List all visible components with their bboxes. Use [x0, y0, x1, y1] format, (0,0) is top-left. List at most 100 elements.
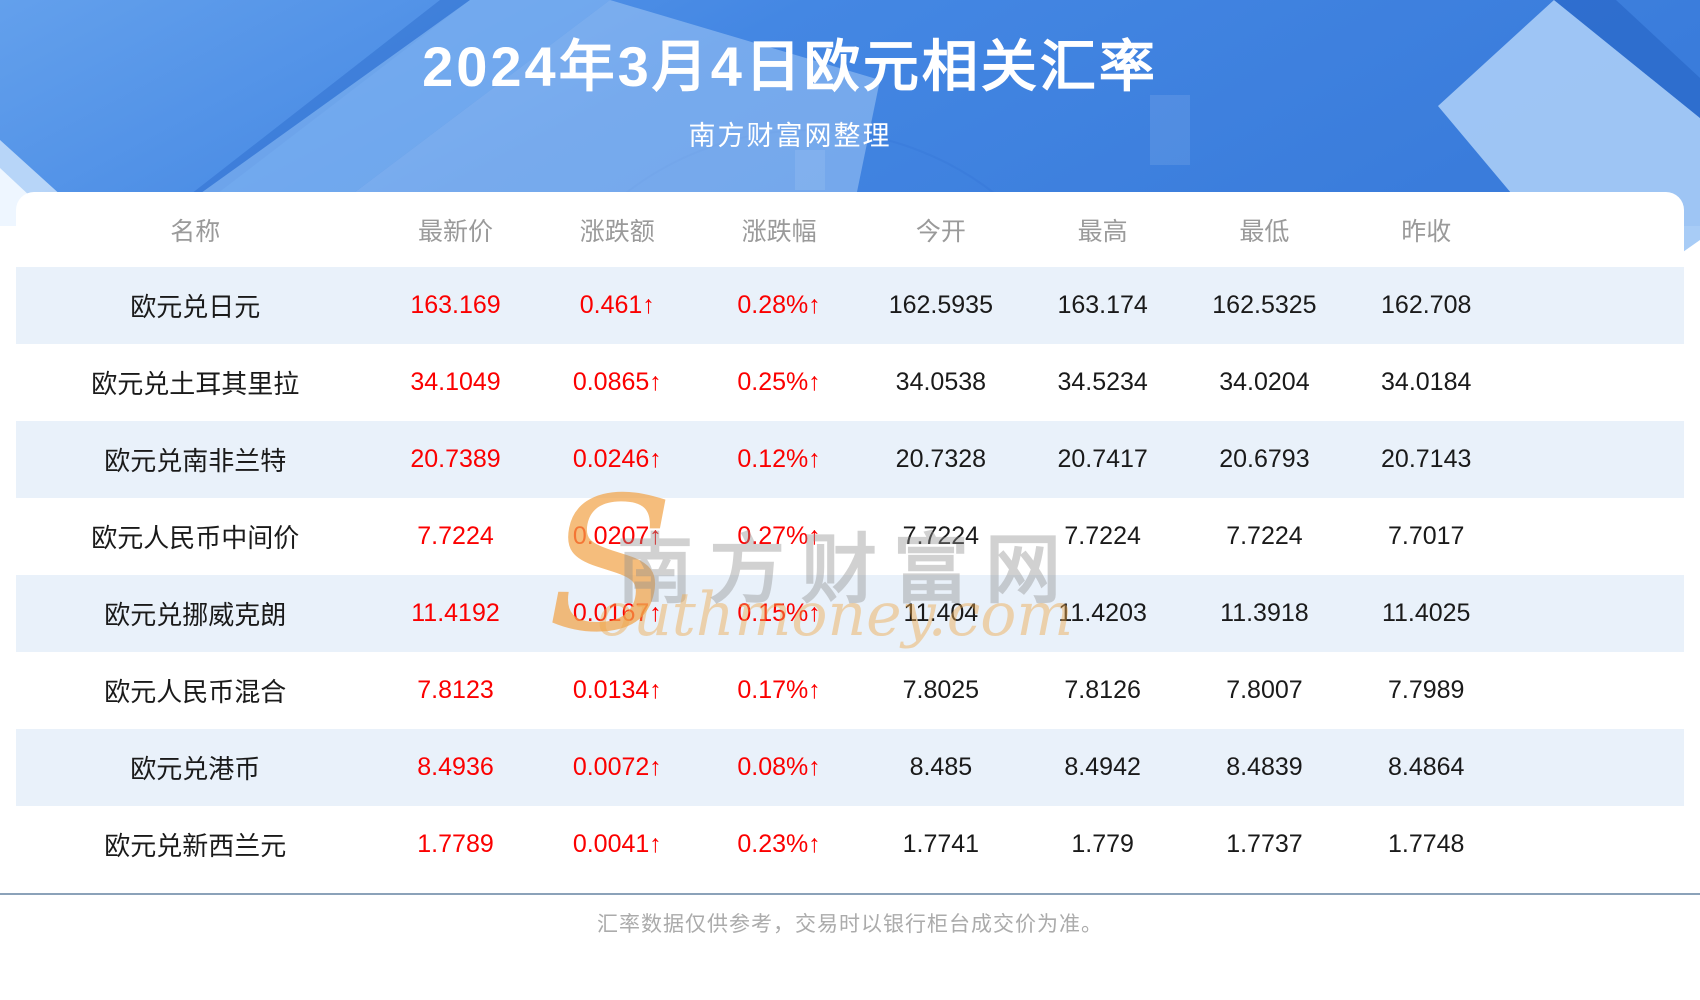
cell-open: 20.7328: [895, 445, 987, 473]
row-spacer: [1507, 652, 1684, 729]
cell-name: 欧元人民币混合: [104, 677, 287, 707]
cell-low: 11.3918: [1220, 599, 1309, 627]
rates-card: 名称 最新价 涨跌额 涨跌幅 今开 最高 最低 昨收 欧元兑日元 163.169 0…: [16, 192, 1684, 883]
col-header-last: 最新价: [418, 217, 494, 246]
cell-name: 欧元兑日元: [130, 292, 261, 322]
cell-high: 8.4942: [1064, 753, 1141, 781]
cell-prev_close: 162.708: [1381, 291, 1472, 319]
table-row: 欧元人民币中间价 7.7224 0.0207↑ 0.27%↑ 7.7224 7.7224 7…: [16, 498, 1684, 575]
cell-high: 11.4203: [1058, 599, 1147, 627]
table-row: 欧元兑新西兰元 1.7789 0.0041↑ 0.23%↑ 1.7741 1.779 1.7…: [16, 806, 1684, 883]
cell-last: 7.8123: [417, 676, 494, 704]
row-spacer: [1507, 267, 1684, 344]
cell-change: 0.461↑: [579, 291, 655, 319]
cell-last: 1.7789: [417, 830, 494, 858]
cell-last: 8.4936: [417, 753, 494, 781]
row-spacer: [1507, 421, 1684, 498]
cell-high: 7.8126: [1064, 676, 1141, 704]
cell-last: 34.1049: [410, 368, 501, 396]
cell-last: 7.7224: [417, 522, 494, 550]
cell-name: 欧元兑挪威克朗: [104, 600, 287, 630]
col-header-high: 最高: [1077, 217, 1128, 246]
cell-open: 11.404: [903, 599, 979, 627]
cell-change_pct: 0.23%↑: [737, 830, 821, 858]
row-spacer: [1507, 806, 1684, 883]
cell-prev_close: 8.4864: [1387, 753, 1465, 781]
cell-change: 0.0134↑: [572, 676, 662, 704]
table-row: 欧元兑挪威克朗 11.4192 0.0167↑ 0.15%↑ 11.404 11.4203…: [16, 575, 1684, 652]
col-header-name: 名称: [170, 217, 221, 246]
page-title: 2024年3月4日欧元相关汇率: [422, 35, 1158, 98]
cell-low: 8.4839: [1226, 753, 1303, 781]
table-row: 欧元兑日元 163.169 0.461↑ 0.28%↑ 162.5935 163.174 1…: [16, 267, 1684, 344]
col-header-open: 今开: [915, 217, 966, 246]
cell-high: 7.7224: [1064, 522, 1141, 550]
cell-name: 欧元兑港币: [130, 754, 261, 784]
cell-open: 7.8025: [902, 676, 980, 704]
table-row: 欧元兑港币 8.4936 0.0072↑ 0.08%↑ 8.485 8.4942 8.483…: [16, 729, 1684, 806]
row-spacer: [1507, 498, 1684, 575]
cell-prev_close: 11.4025: [1381, 599, 1471, 627]
row-spacer: [1507, 729, 1684, 806]
table-header-row: 名称 最新价 涨跌额 涨跌幅 今开 最高 最低 昨收: [16, 192, 1684, 267]
header-pixel-decor-2: [1150, 95, 1190, 165]
row-spacer: [1507, 344, 1684, 421]
cell-change_pct: 0.12%↑: [737, 445, 821, 473]
cell-last: 20.7389: [410, 445, 501, 473]
cell-low: 34.0204: [1219, 368, 1310, 396]
cell-change: 0.0041↑: [572, 830, 662, 858]
cell-prev_close: 1.7748: [1387, 830, 1465, 858]
cell-change: 0.0167↑: [572, 599, 662, 627]
cell-change_pct: 0.08%↑: [737, 753, 821, 781]
cell-change: 0.0865↑: [572, 368, 662, 396]
cell-change_pct: 0.27%↑: [737, 522, 821, 550]
cell-open: 34.0538: [895, 368, 987, 396]
cell-prev_close: 7.7017: [1387, 522, 1465, 550]
cell-name: 欧元兑新西兰元: [104, 831, 287, 861]
cell-last: 163.169: [410, 291, 501, 319]
table-row: 欧元人民币混合 7.8123 0.0134↑ 0.17%↑ 7.8025 7.8126 7.…: [16, 652, 1684, 729]
cell-change_pct: 0.15%↑: [737, 599, 821, 627]
table-row: 欧元兑南非兰特 20.7389 0.0246↑ 0.12%↑ 20.7328 20.741…: [16, 421, 1684, 498]
cell-name: 欧元兑土耳其里拉: [91, 369, 300, 399]
cell-prev_close: 34.0184: [1381, 368, 1472, 396]
cell-prev_close: 20.7143: [1381, 445, 1472, 473]
cell-low: 7.7224: [1226, 522, 1303, 550]
left-diagonal-band: [155, 0, 610, 226]
cell-high: 34.5234: [1057, 368, 1148, 396]
cell-high: 163.174: [1057, 291, 1148, 319]
left-slab: [310, 0, 880, 226]
footer-divider: [0, 893, 1700, 895]
col-header-change-pct: 涨跌幅: [741, 217, 817, 246]
cell-last: 11.4192: [411, 599, 500, 627]
cell-open: 8.485: [909, 753, 973, 781]
rates-table: 名称 最新价 涨跌额 涨跌幅 今开 最高 最低 昨收 欧元兑日元 163.169 0…: [16, 192, 1684, 883]
cell-name: 欧元人民币中间价: [91, 523, 300, 553]
cell-open: 162.5935: [888, 291, 993, 319]
left-diagonal-edge: [150, 0, 470, 226]
footer-disclaimer: 汇率数据仅供参考，交易时以银行柜台成交价为准。: [597, 913, 1103, 936]
col-header-change: 涨跌额: [579, 217, 655, 246]
cell-low: 162.5325: [1212, 291, 1317, 319]
cell-low: 7.8007: [1226, 676, 1303, 704]
cell-change_pct: 0.28%↑: [737, 291, 821, 319]
col-header-prev-close: 昨收: [1401, 217, 1452, 246]
col-header-low: 最低: [1239, 217, 1290, 246]
cell-change: 0.0072↑: [572, 753, 662, 781]
cell-prev_close: 7.7989: [1387, 676, 1465, 704]
cell-name: 欧元兑南非兰特: [104, 446, 287, 476]
cell-change_pct: 0.17%↑: [737, 676, 821, 704]
cell-change_pct: 0.25%↑: [737, 368, 821, 396]
cell-high: 1.779: [1071, 830, 1134, 858]
cell-high: 20.7417: [1057, 445, 1148, 473]
table-row: 欧元兑土耳其里拉 34.1049 0.0865↑ 0.25%↑ 34.0538 34.52…: [16, 344, 1684, 421]
cell-low: 20.6793: [1219, 445, 1310, 473]
cell-open: 1.7741: [902, 830, 980, 858]
cell-open: 7.7224: [902, 522, 980, 550]
row-spacer: [1507, 575, 1684, 652]
rates-tbody: 欧元兑日元 163.169 0.461↑ 0.28%↑ 162.5935 163.174 1…: [16, 267, 1684, 883]
page-subtitle: 南方财富网整理: [688, 121, 892, 151]
cell-low: 1.7737: [1226, 830, 1303, 858]
cell-change: 0.0246↑: [572, 445, 662, 473]
col-header-spacer: [1507, 192, 1684, 267]
